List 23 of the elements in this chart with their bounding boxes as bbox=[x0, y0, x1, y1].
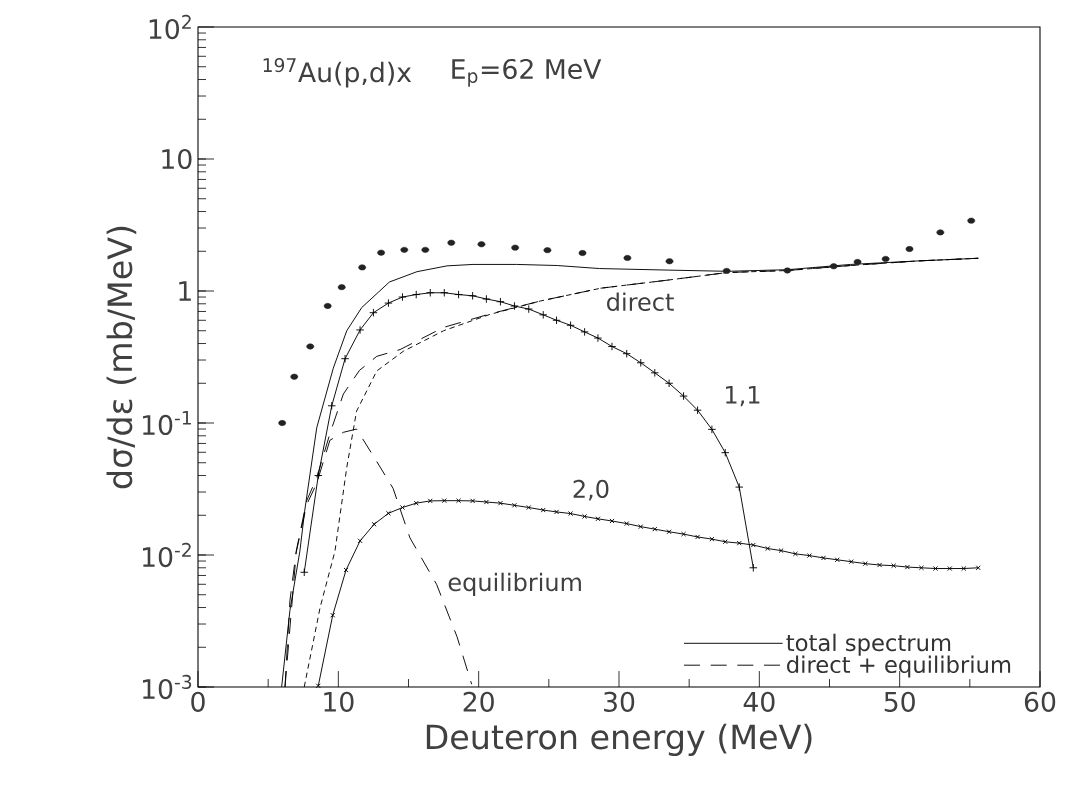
annotation: $^{197}$Au(p,d)x bbox=[263, 58, 412, 88]
y-tick-label: 10$^{-2}$ bbox=[143, 542, 191, 568]
legend-label: direct + equilibrium bbox=[787, 655, 1011, 678]
series-label: 2,0 bbox=[573, 479, 609, 501]
x-axis-title: Deuteron energy (MeV) bbox=[426, 723, 812, 756]
y-tick-label: 1 bbox=[179, 281, 191, 301]
x-tick-label: 20 bbox=[463, 691, 494, 712]
legend-label: total spectrum bbox=[786, 633, 951, 656]
series-label: 1,1 bbox=[726, 385, 760, 407]
x-tick-label: 0 bbox=[191, 691, 205, 712]
series-label: equilibrium bbox=[448, 572, 581, 596]
x-tick-label: 50 bbox=[884, 691, 915, 712]
annotation: E$_{p}$=62 MeV bbox=[452, 58, 602, 87]
x-tick-label: 30 bbox=[604, 691, 635, 712]
x-tick-label: 10 bbox=[324, 691, 354, 712]
y-axis-title: dσ/dε (mb/MeV) bbox=[106, 226, 137, 489]
y-tick-label: 10 bbox=[162, 148, 192, 170]
series-label: direct bbox=[607, 292, 674, 311]
y-tick-label: 10$^{-3}$ bbox=[143, 674, 192, 700]
x-tick-label: 40 bbox=[743, 691, 775, 712]
y-tick-label: 10$^{2}$ bbox=[149, 14, 191, 40]
y-tick-label: 10$^{-1}$ bbox=[143, 410, 191, 436]
x-tick-label: 60 bbox=[1024, 691, 1056, 712]
